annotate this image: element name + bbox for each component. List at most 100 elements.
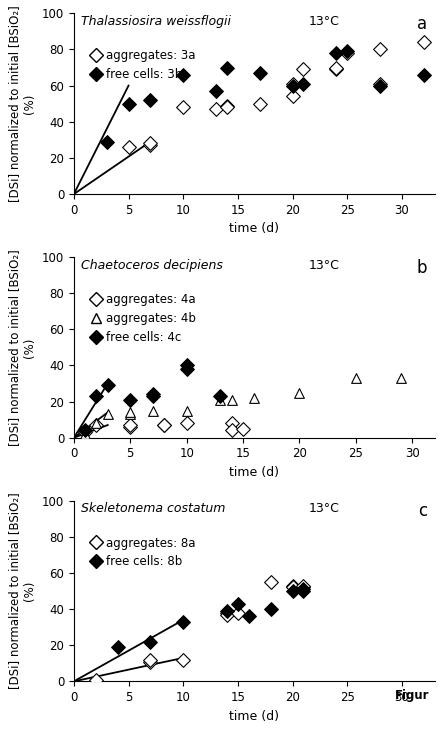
Point	[289, 80, 296, 91]
Point	[180, 69, 187, 80]
Point	[180, 616, 187, 628]
Point	[82, 426, 89, 438]
X-axis label: time (d): time (d)	[229, 222, 279, 235]
Text: 13°C: 13°C	[308, 502, 339, 515]
Point	[125, 98, 132, 110]
Legend: aggregates: 4a, aggregates: 4b, free cells: 4c: aggregates: 4a, aggregates: 4b, free cel…	[87, 288, 201, 349]
Point	[228, 394, 235, 406]
Point	[147, 137, 154, 149]
Point	[180, 102, 187, 113]
Point	[300, 586, 307, 597]
Point	[127, 406, 134, 418]
Y-axis label: [DSi] normalized to initial [BSiO₂]
(%): [DSi] normalized to initial [BSiO₂] (%)	[8, 249, 36, 446]
Point	[147, 656, 154, 667]
Point	[333, 61, 340, 73]
Point	[289, 580, 296, 591]
Legend: aggregates: 3a, free cells: 3b: aggregates: 3a, free cells: 3b	[87, 45, 200, 86]
Point	[234, 607, 241, 618]
Point	[228, 425, 235, 436]
Point	[289, 582, 296, 594]
Text: Skeletonema costatum: Skeletonema costatum	[81, 502, 225, 515]
Point	[251, 392, 258, 404]
Text: a: a	[417, 15, 427, 33]
Point	[217, 394, 224, 406]
Point	[127, 421, 134, 433]
Point	[234, 598, 241, 610]
Point	[82, 428, 89, 440]
Point	[223, 609, 230, 621]
Point	[93, 417, 100, 429]
Point	[333, 48, 340, 59]
Point	[147, 636, 154, 648]
Point	[289, 91, 296, 102]
Point	[344, 45, 351, 57]
Point	[223, 605, 230, 617]
Point	[160, 419, 167, 431]
Text: Chaetoceros decipiens: Chaetoceros decipiens	[81, 259, 223, 272]
Point	[213, 103, 220, 115]
Point	[149, 405, 156, 417]
Point	[397, 372, 404, 384]
X-axis label: time (d): time (d)	[229, 710, 279, 723]
Point	[93, 390, 100, 402]
Point	[420, 37, 427, 48]
Point	[240, 423, 247, 434]
Point	[223, 99, 230, 111]
Point	[420, 69, 427, 80]
Point	[300, 64, 307, 75]
Point	[183, 405, 190, 417]
Point	[92, 674, 99, 686]
Point	[300, 583, 307, 595]
Point	[256, 98, 263, 110]
Point	[93, 419, 100, 431]
Point	[127, 394, 134, 406]
Point	[289, 78, 296, 90]
Text: c: c	[418, 502, 427, 520]
Point	[300, 582, 307, 594]
Point	[104, 409, 111, 420]
Point	[114, 641, 121, 653]
Point	[377, 44, 384, 56]
Point	[127, 419, 134, 431]
Point	[147, 94, 154, 106]
Point	[103, 136, 110, 148]
Point	[147, 140, 154, 151]
Point	[149, 390, 156, 402]
Point	[217, 390, 224, 402]
Point	[183, 417, 190, 429]
Point	[344, 48, 351, 59]
Legend: aggregates: 8a, free cells: 8b: aggregates: 8a, free cells: 8b	[87, 532, 200, 573]
Point	[228, 417, 235, 429]
Point	[183, 363, 190, 375]
Point	[223, 102, 230, 113]
Point	[352, 372, 359, 384]
Text: 13°C: 13°C	[308, 15, 339, 28]
Text: b: b	[417, 259, 427, 277]
Point	[82, 425, 89, 436]
Point	[377, 80, 384, 91]
Point	[147, 654, 154, 665]
Point	[223, 607, 230, 618]
Point	[377, 78, 384, 90]
Point	[180, 654, 187, 665]
Point	[127, 409, 134, 420]
Text: Thalassiosira weissflogii: Thalassiosira weissflogii	[81, 15, 231, 28]
Point	[125, 141, 132, 153]
Point	[104, 379, 111, 391]
Point	[267, 576, 274, 588]
Point	[149, 388, 156, 400]
Point	[245, 610, 253, 622]
Point	[223, 61, 230, 73]
Point	[267, 603, 274, 615]
Point	[160, 419, 167, 431]
Text: Figur: Figur	[395, 689, 430, 702]
Y-axis label: [DSi] normalized to initial [BSiO₂]
(%): [DSi] normalized to initial [BSiO₂] (%)	[8, 493, 36, 689]
Point	[333, 64, 340, 75]
Point	[213, 86, 220, 97]
Text: 13°C: 13°C	[308, 259, 339, 272]
Point	[256, 67, 263, 79]
Y-axis label: [DSi] normalized to initial [BSiO₂]
(%): [DSi] normalized to initial [BSiO₂] (%)	[8, 5, 36, 202]
Point	[183, 360, 190, 371]
X-axis label: time (d): time (d)	[229, 466, 279, 479]
Point	[300, 580, 307, 591]
